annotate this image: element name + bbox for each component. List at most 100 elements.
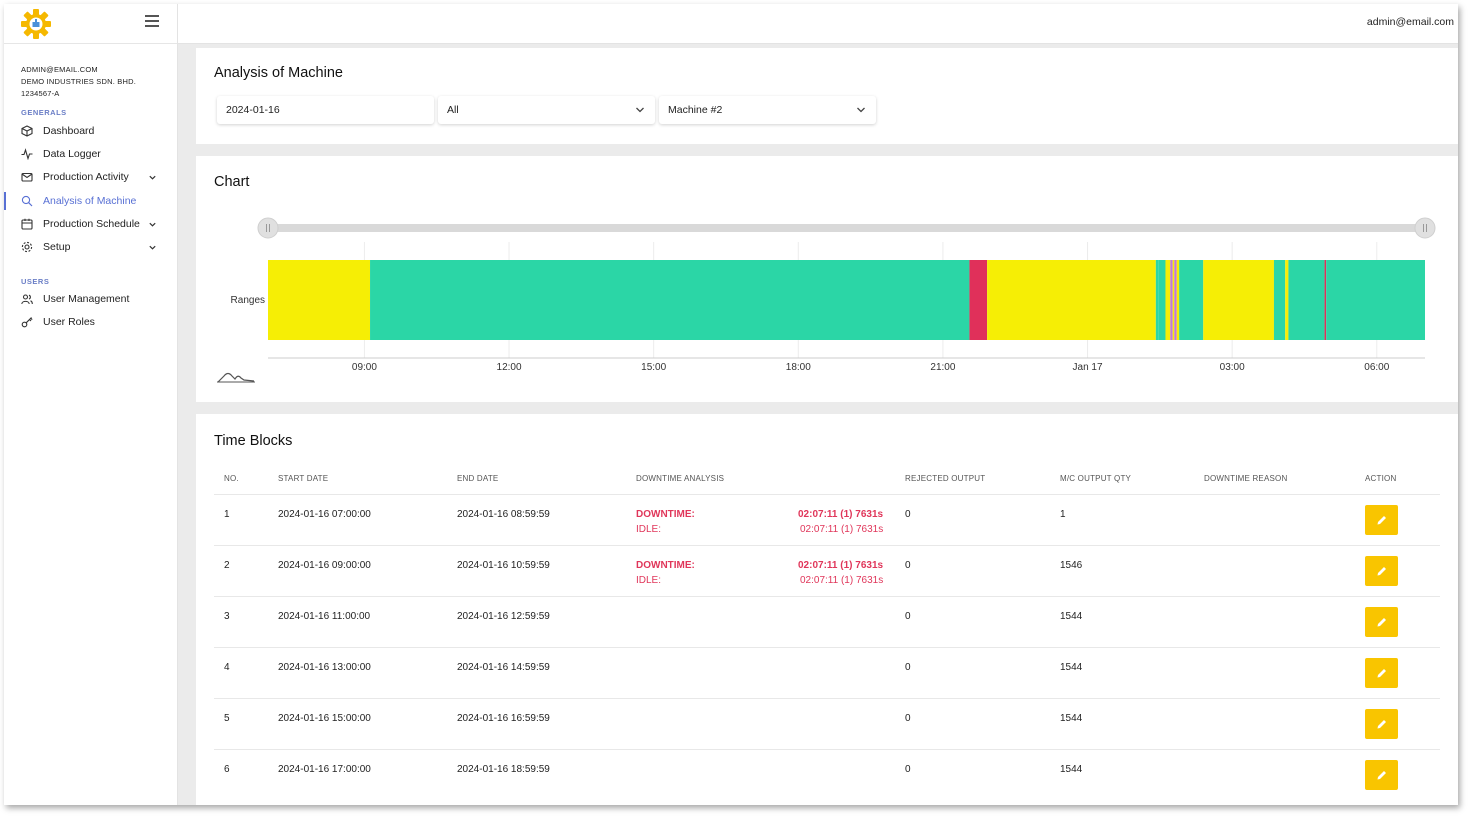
- sidebar-item-user-roles[interactable]: User Roles: [4, 312, 177, 332]
- timeline-segment-running[interactable]: [1179, 260, 1204, 340]
- x-tick-label: 09:00: [352, 362, 377, 373]
- timeline-segment-running[interactable]: [1158, 260, 1166, 340]
- timeline-segment-idle[interactable]: [1285, 260, 1289, 340]
- timeline-segment-downtime[interactable]: [1324, 260, 1327, 340]
- range-slider-track[interactable]: [268, 224, 1435, 232]
- timeline-segment-idle[interactable]: [1165, 260, 1171, 340]
- row-rejected-output: 0: [905, 713, 911, 724]
- row-start-date: 2024-01-16 09:00:00: [278, 560, 371, 571]
- sidebar-item-production-activity[interactable]: Production Activity: [4, 167, 177, 187]
- row-no: 4: [224, 662, 230, 673]
- column-header-downtime-analysis: DOWNTIME ANALYSIS: [636, 474, 725, 483]
- sidebar-item-user-management[interactable]: User Management: [4, 289, 177, 309]
- timeline-segment-idle[interactable]: [987, 260, 1156, 340]
- timeline-segment-running[interactable]: [1288, 260, 1325, 340]
- timeline-segment-other[interactable]: [1174, 260, 1177, 340]
- pencil-icon: [1377, 771, 1386, 780]
- timeline-segment-running[interactable]: [1155, 260, 1159, 340]
- row-end-date: 2024-01-16 14:59:59: [457, 662, 550, 673]
- timeline-segment-other[interactable]: [1170, 260, 1173, 340]
- x-tick-label: 03:00: [1220, 362, 1245, 373]
- timeline-segment-idle[interactable]: [1176, 260, 1180, 340]
- pencil-icon: [1377, 516, 1386, 525]
- edit-button[interactable]: [1365, 709, 1398, 739]
- activity-icon: [21, 148, 33, 160]
- account-email: ADMIN@EMAIL.COM: [21, 65, 98, 74]
- timeline-segment-idle[interactable]: [1172, 260, 1175, 340]
- table-row: 5 2024-01-16 15:00:00 2024-01-16 16:59:5…: [214, 698, 1440, 749]
- pencil-icon: [1377, 669, 1386, 678]
- edit-button[interactable]: [1365, 556, 1398, 586]
- row-end-date: 2024-01-16 16:59:59: [457, 713, 550, 724]
- chevron-down-icon[interactable]: [148, 173, 157, 182]
- chart-segments: [268, 260, 1425, 340]
- row-start-date: 2024-01-16 15:00:00: [278, 713, 371, 724]
- users-icon: [21, 294, 33, 305]
- sidebar-item-data-logger[interactable]: Data Logger: [4, 144, 177, 164]
- column-header-downtime-reason: DOWNTIME REASON: [1204, 474, 1288, 483]
- menu-toggle-icon[interactable]: [145, 15, 159, 27]
- calendar-icon: [21, 218, 33, 230]
- category-label: Ranges: [231, 295, 265, 306]
- chevron-down-icon[interactable]: [148, 243, 157, 252]
- timeline-segment-downtime[interactable]: [969, 260, 988, 340]
- date-input[interactable]: 2024-01-16: [217, 96, 434, 124]
- search-icon: [21, 195, 33, 207]
- x-tick-label: 15:00: [641, 362, 666, 373]
- date-input-value: 2024-01-16: [226, 104, 280, 116]
- sidebar-item-label: Production Activity: [43, 171, 129, 183]
- edit-button[interactable]: [1365, 607, 1398, 637]
- edit-button[interactable]: [1365, 505, 1398, 535]
- x-tick-label: 21:00: [930, 362, 955, 373]
- sidebar-item-analysis-of-machine[interactable]: Analysis of Machine: [4, 191, 177, 211]
- timeline-segment-idle[interactable]: [1203, 260, 1274, 340]
- table-row: 6 2024-01-16 17:00:00 2024-01-16 18:59:5…: [214, 749, 1440, 800]
- edit-button[interactable]: [1365, 658, 1398, 688]
- table-row: 3 2024-01-16 11:00:00 2024-01-16 12:59:5…: [214, 596, 1440, 647]
- pencil-icon: [1377, 618, 1386, 627]
- timeline-segment-idle[interactable]: [268, 260, 371, 340]
- sidebar-item-production-schedule[interactable]: Production Schedule: [4, 214, 177, 234]
- row-start-date: 2024-01-16 11:00:00: [278, 611, 371, 622]
- cube-icon: [21, 125, 33, 137]
- sidebar-item-dashboard[interactable]: Dashboard: [4, 121, 177, 141]
- edit-button[interactable]: [1365, 760, 1398, 790]
- range-slider-left-handle[interactable]: [257, 217, 279, 239]
- chevron-down-icon[interactable]: [148, 220, 157, 229]
- sidebar-item-setup[interactable]: Setup: [4, 237, 177, 257]
- machine-select[interactable]: Machine #2: [659, 96, 876, 124]
- section-title-generals: GENERALS: [21, 108, 67, 117]
- company-logo[interactable]: [20, 8, 52, 40]
- idle-value: 02:07:11 (1) 7631s: [800, 524, 884, 535]
- account-reg-no: 1234567-A: [21, 89, 60, 98]
- timeline-segment-running[interactable]: [1326, 260, 1425, 340]
- sidebar-item-label: Dashboard: [43, 125, 95, 137]
- row-end-date: 2024-01-16 12:59:59: [457, 611, 550, 622]
- idle-label: IDLE:: [636, 575, 662, 586]
- x-tick-label: 06:00: [1364, 362, 1389, 373]
- downtime-value: 02:07:11 (1) 7631s: [798, 560, 884, 571]
- table-row: 4 2024-01-16 13:00:00 2024-01-16 14:59:5…: [214, 647, 1440, 698]
- timeline-segment-running[interactable]: [1273, 260, 1286, 340]
- chevron-down-icon: [857, 107, 865, 113]
- row-no: 5: [224, 713, 230, 724]
- row-output-qty: 1546: [1060, 560, 1083, 571]
- chart-reset-zoom-icon[interactable]: [217, 372, 255, 383]
- range-slider-right-handle[interactable]: [1414, 217, 1436, 239]
- sidebar-item-label: Data Logger: [43, 148, 101, 160]
- row-end-date: 2024-01-16 10:59:59: [457, 560, 550, 571]
- row-start-date: 2024-01-16 13:00:00: [278, 662, 371, 673]
- idle-value: 02:07:11 (1) 7631s: [800, 575, 884, 586]
- shift-select[interactable]: All: [438, 96, 655, 124]
- shift-select-value: All: [447, 104, 459, 116]
- table-row: 2 2024-01-16 09:00:00 2024-01-16 10:59:5…: [214, 545, 1440, 596]
- x-tick-label: 12:00: [497, 362, 522, 373]
- user-email-menu[interactable]: admin@email.com: [1366, 16, 1454, 28]
- downtime-value: 02:07:11 (1) 7631s: [798, 509, 884, 520]
- account-company: DEMO INDUSTRIES SDN. BHD.: [21, 77, 137, 86]
- row-end-date: 2024-01-16 08:59:59: [457, 509, 550, 520]
- column-header-output-qty: M/C OUTPUT QTY: [1060, 474, 1132, 483]
- timeline-segment-running[interactable]: [370, 260, 970, 340]
- pencil-icon: [1377, 720, 1386, 729]
- row-output-qty: 1544: [1060, 662, 1083, 673]
